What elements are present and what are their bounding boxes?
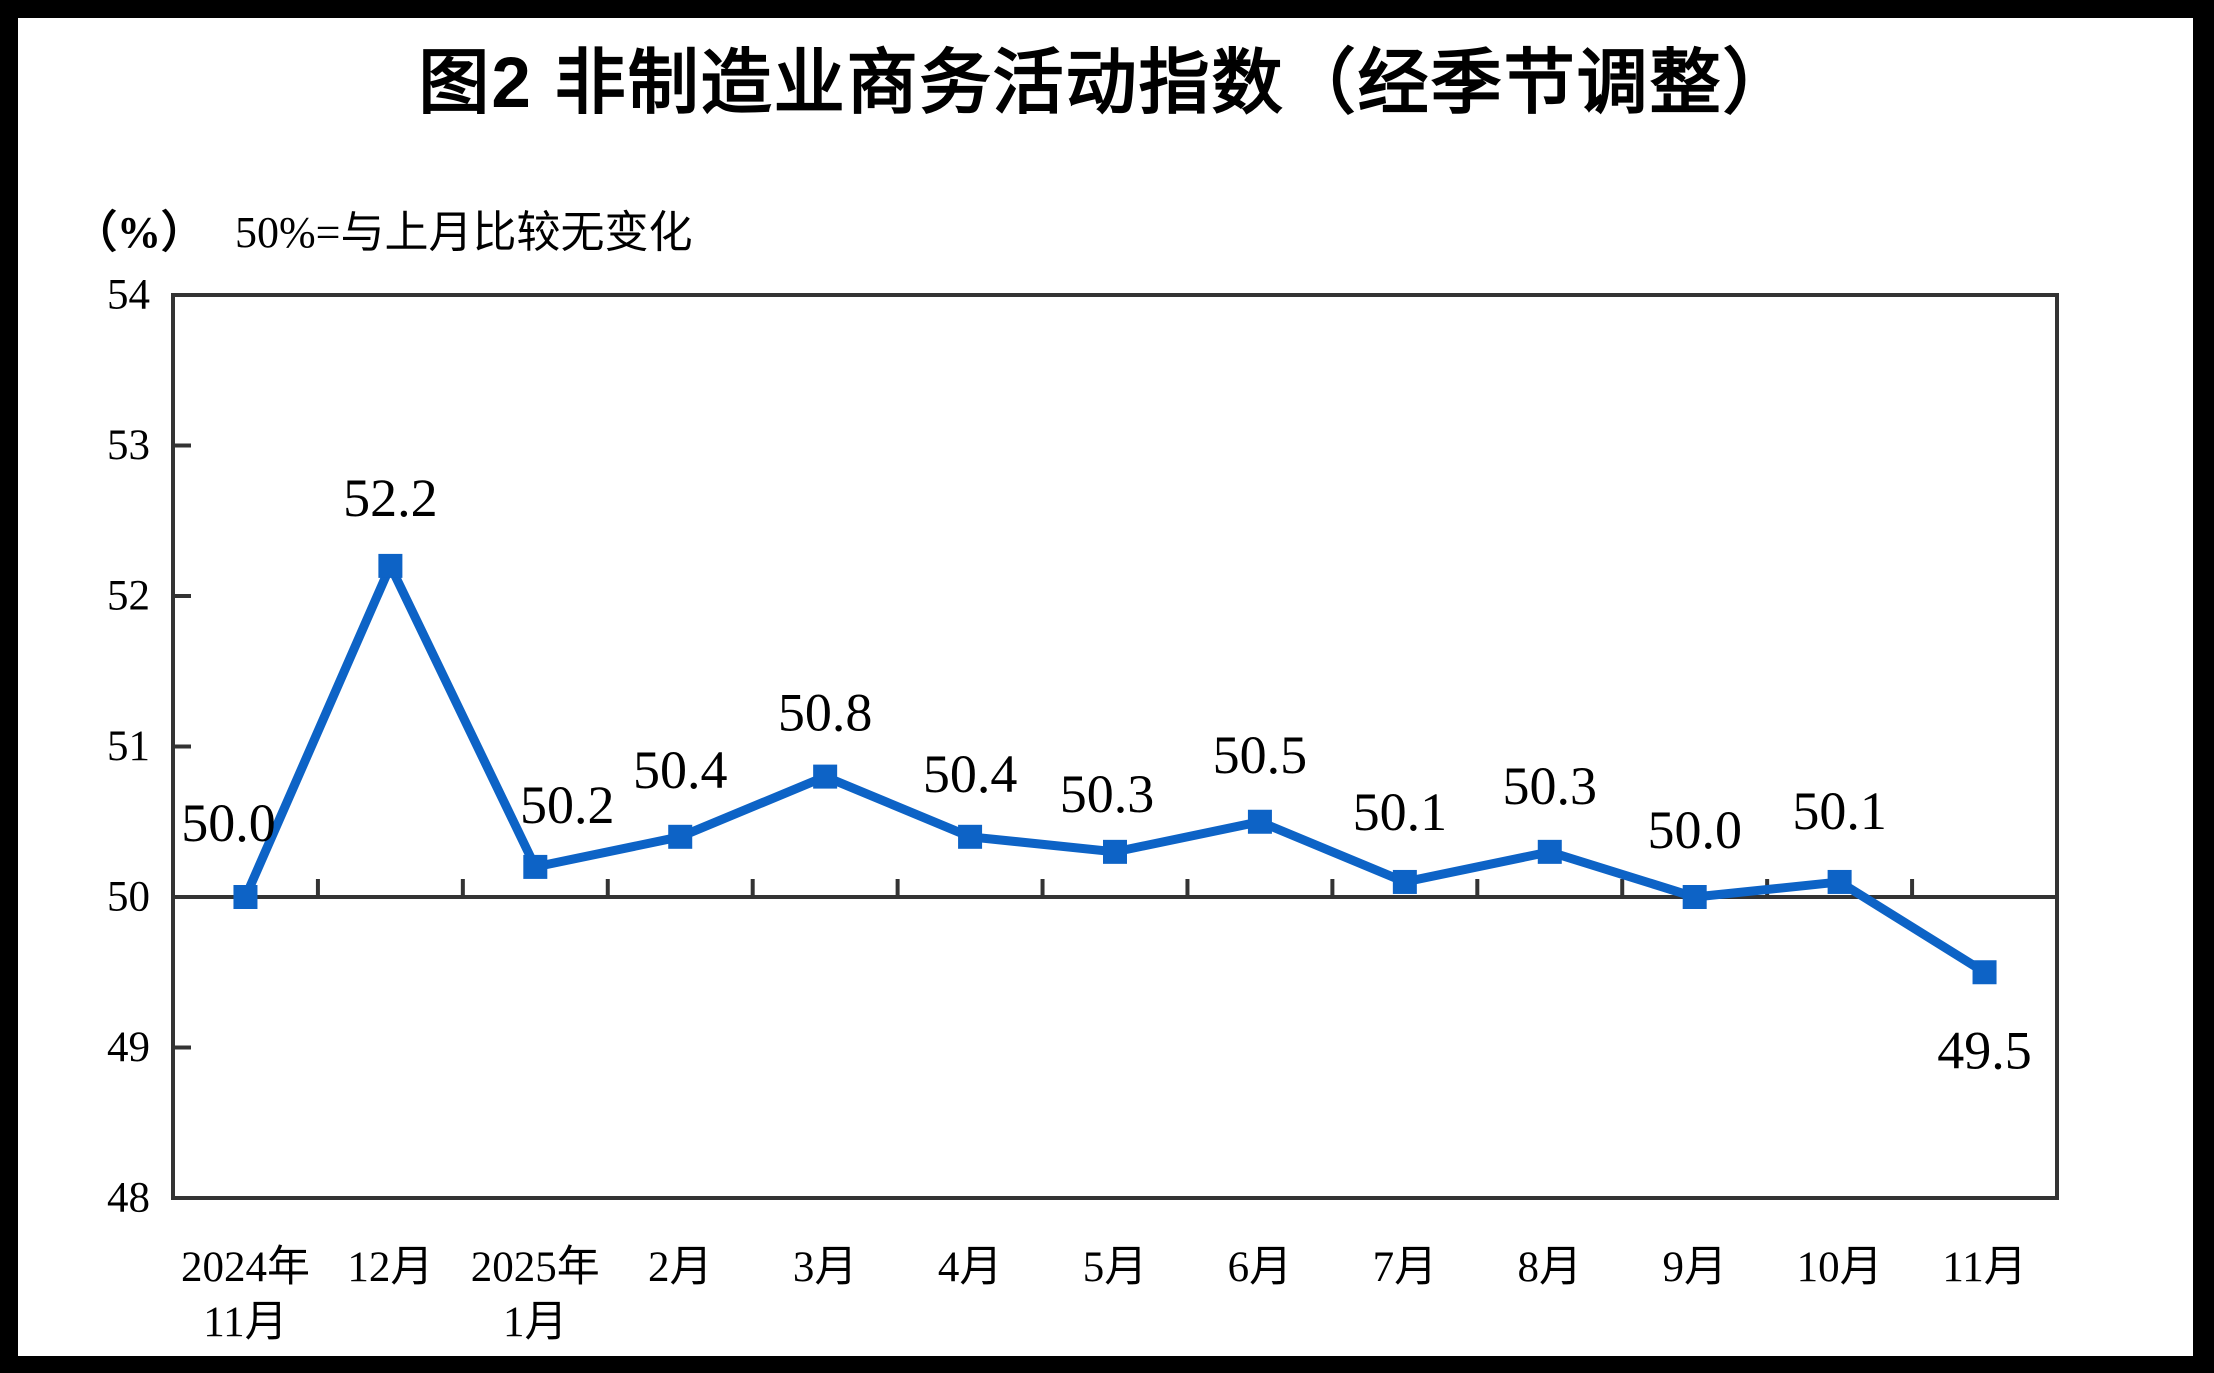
data-label: 50.4 xyxy=(923,744,1018,804)
x-tick-label: 11月 xyxy=(203,1299,287,1346)
data-point-marker xyxy=(1103,839,1127,864)
plot-border xyxy=(171,293,2059,1200)
x-tick-label: 1月 xyxy=(503,1299,568,1346)
data-label: 50.1 xyxy=(1353,782,1448,842)
y-tick-label: 52 xyxy=(107,573,150,620)
x-tick-label: 9月 xyxy=(1662,1244,1727,1291)
y-tick-label: 49 xyxy=(107,1024,150,1071)
x-tick-label: 10月 xyxy=(1797,1244,1883,1291)
data-label: 50.5 xyxy=(1213,725,1308,785)
y-tick-label: 48 xyxy=(107,1175,150,1222)
x-tick-label: 6月 xyxy=(1228,1244,1293,1291)
axis-unit-note: （%） 50%=与上月比较无变化 xyxy=(73,196,692,260)
x-tick-label: 7月 xyxy=(1373,1244,1438,1291)
data-label: 50.8 xyxy=(778,683,873,743)
y-tick-label: 54 xyxy=(107,272,150,319)
x-tick-label: 2025年 xyxy=(471,1244,600,1291)
x-tick-label: 2024年 xyxy=(181,1244,310,1291)
x-tick-label: 4月 xyxy=(938,1244,1003,1291)
data-point-marker xyxy=(1537,839,1562,864)
data-point-marker xyxy=(523,854,548,879)
data-label: 50.3 xyxy=(1060,764,1155,824)
data-label: 50.3 xyxy=(1503,756,1598,816)
data-point-marker xyxy=(1972,960,1997,985)
data-label: 50.0 xyxy=(1647,800,1742,860)
y-tick-label: 50 xyxy=(107,874,150,921)
data-point-marker xyxy=(1392,869,1417,894)
data-point-marker xyxy=(1827,869,1852,894)
data-label: 50.2 xyxy=(520,775,615,835)
data-point-marker xyxy=(668,824,693,849)
data-label: 50.0 xyxy=(181,793,276,853)
y-tick-label: 51 xyxy=(107,723,150,770)
baseline-note: 50%=与上月比较无变化 xyxy=(235,208,693,257)
data-point-marker xyxy=(1247,809,1272,834)
data-label: 50.1 xyxy=(1792,781,1887,841)
data-point-marker xyxy=(813,764,838,789)
chart-background xyxy=(18,18,2193,1356)
data-point-marker xyxy=(958,824,983,849)
y-tick-label: 53 xyxy=(107,422,150,469)
x-tick-label: 11月 xyxy=(1942,1244,2026,1291)
x-tick-label: 8月 xyxy=(1518,1244,1583,1291)
data-label: 50.4 xyxy=(633,740,728,800)
x-tick-label: 12月 xyxy=(347,1244,433,1291)
x-tick-label: 5月 xyxy=(1083,1244,1148,1291)
x-tick-label: 2月 xyxy=(648,1244,713,1291)
unit-label: （%） xyxy=(73,208,205,257)
data-point-marker xyxy=(1682,885,1707,909)
data-label: 49.5 xyxy=(1937,1020,2032,1080)
chart-title: 图2 非制造业商务活动指数（经季节调整） xyxy=(418,44,1796,123)
x-tick-label: 3月 xyxy=(793,1244,858,1291)
data-point-marker xyxy=(378,553,403,578)
data-point-marker xyxy=(233,885,258,909)
data-label: 52.2 xyxy=(343,468,438,528)
